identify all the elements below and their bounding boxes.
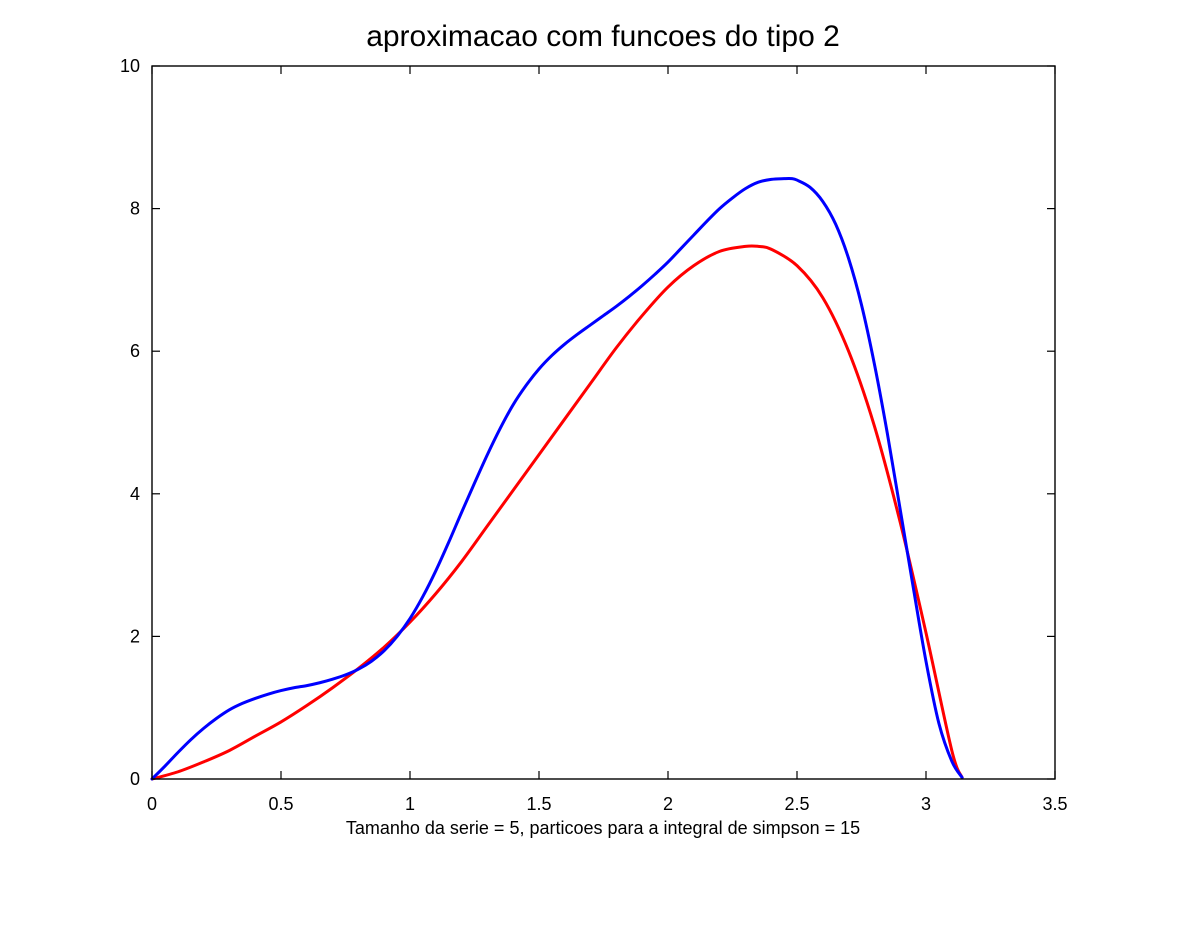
y-tick-label-2: 4 <box>130 484 140 504</box>
x-tick-label-3: 1.5 <box>526 794 551 814</box>
y-tick-label-4: 8 <box>130 199 140 219</box>
x-tick-label-1: 0.5 <box>268 794 293 814</box>
y-tick-label-0: 0 <box>130 769 140 789</box>
x-tick-label-2: 1 <box>405 794 415 814</box>
series-line-1 <box>150 244 964 781</box>
x-tick-label-7: 3.5 <box>1042 794 1067 814</box>
x-tick-label-6: 3 <box>921 794 931 814</box>
x-tick-label-4: 2 <box>663 794 673 814</box>
x-tick-label-0: 0 <box>147 794 157 814</box>
series-line-2 <box>150 177 964 781</box>
axis-ticks <box>151 65 1056 780</box>
chart-title: aproximacao com funcoes do tipo 2 <box>366 20 840 53</box>
axes-box <box>151 65 1056 780</box>
y-tick-label-1: 2 <box>130 626 140 646</box>
plot-lines <box>150 177 964 781</box>
y-tick-label-3: 6 <box>130 341 140 361</box>
x-axis-label: Tamanho da serie = 5, particoes para a i… <box>346 818 860 838</box>
tick-labels: 0 0.5 1 1.5 2 2.5 3 3.5 0 2 4 6 8 10 <box>120 56 1068 814</box>
y-tick-label-5: 10 <box>120 56 140 76</box>
x-tick-label-5: 2.5 <box>784 794 809 814</box>
